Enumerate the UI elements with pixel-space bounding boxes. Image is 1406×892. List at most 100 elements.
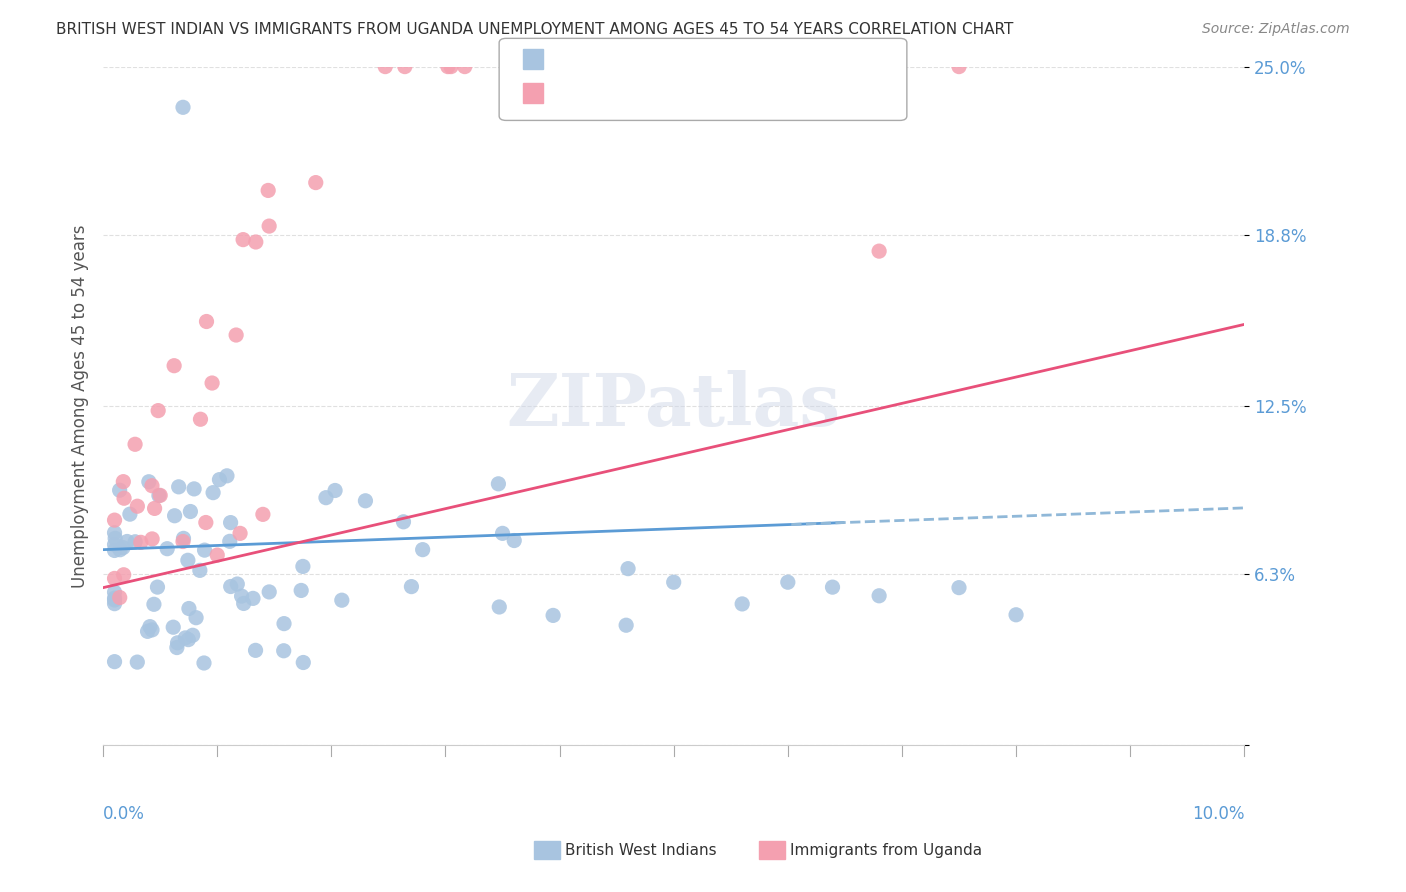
Point bbox=[103, 591, 125, 606]
Point bbox=[108, 542, 131, 557]
Point bbox=[166, 636, 188, 650]
Point bbox=[219, 516, 242, 530]
Text: ZIPatlas: ZIPatlas bbox=[506, 370, 841, 442]
Point bbox=[177, 553, 200, 567]
Point bbox=[1005, 607, 1028, 622]
Point bbox=[948, 60, 970, 74]
Point bbox=[143, 501, 166, 516]
Point bbox=[190, 412, 212, 426]
Point bbox=[172, 532, 194, 546]
Point bbox=[245, 235, 267, 249]
Point bbox=[841, 60, 863, 74]
Point bbox=[148, 488, 170, 502]
Point bbox=[103, 571, 125, 585]
Point bbox=[181, 628, 204, 642]
Point bbox=[292, 656, 315, 670]
Point bbox=[330, 593, 353, 607]
Point bbox=[129, 535, 152, 549]
Point bbox=[149, 488, 172, 502]
Point bbox=[948, 581, 970, 595]
Point bbox=[156, 541, 179, 556]
Point bbox=[636, 60, 658, 74]
Point bbox=[103, 585, 125, 599]
Point bbox=[273, 616, 295, 631]
Point bbox=[242, 591, 264, 606]
Point bbox=[141, 479, 163, 493]
Point bbox=[194, 516, 217, 530]
Text: R =: R = bbox=[546, 51, 582, 69]
Point bbox=[257, 585, 280, 599]
Point bbox=[172, 534, 194, 549]
Point bbox=[614, 618, 637, 632]
Point bbox=[218, 534, 240, 549]
Point bbox=[124, 534, 146, 549]
Point bbox=[225, 328, 247, 343]
Point bbox=[394, 60, 416, 74]
Point bbox=[273, 644, 295, 658]
Y-axis label: Unemployment Among Ages 45 to 54 years: Unemployment Among Ages 45 to 54 years bbox=[72, 224, 89, 588]
Point bbox=[167, 480, 190, 494]
Point bbox=[412, 542, 434, 557]
Point bbox=[146, 580, 169, 594]
Text: 0.147: 0.147 bbox=[579, 51, 631, 69]
Point bbox=[166, 640, 188, 655]
Point bbox=[103, 538, 125, 552]
Text: Source: ZipAtlas.com: Source: ZipAtlas.com bbox=[1202, 22, 1350, 37]
Point bbox=[103, 525, 125, 540]
Point bbox=[617, 561, 640, 575]
Point bbox=[141, 532, 163, 546]
Point bbox=[112, 491, 135, 506]
Point bbox=[562, 60, 585, 74]
Point bbox=[202, 485, 225, 500]
Point bbox=[491, 526, 513, 541]
Point bbox=[163, 508, 186, 523]
Point bbox=[112, 475, 135, 489]
Point bbox=[193, 543, 215, 558]
Point bbox=[103, 593, 125, 607]
Point bbox=[183, 482, 205, 496]
Point bbox=[115, 534, 138, 549]
Text: Immigrants from Uganda: Immigrants from Uganda bbox=[790, 843, 983, 857]
Point bbox=[112, 567, 135, 582]
Point bbox=[184, 610, 207, 624]
Point bbox=[103, 513, 125, 527]
Text: 40: 40 bbox=[672, 85, 695, 103]
Point bbox=[291, 559, 314, 574]
Point bbox=[315, 491, 337, 505]
Point bbox=[172, 100, 194, 114]
Point bbox=[177, 632, 200, 647]
Point bbox=[232, 597, 254, 611]
Point bbox=[188, 563, 211, 577]
Text: N =: N = bbox=[640, 85, 676, 103]
Point bbox=[868, 589, 890, 603]
Point bbox=[226, 577, 249, 591]
Point bbox=[662, 575, 685, 590]
Point bbox=[111, 541, 134, 555]
Point bbox=[141, 623, 163, 637]
Point bbox=[142, 597, 165, 611]
Point bbox=[486, 476, 509, 491]
Point bbox=[231, 589, 253, 603]
Point bbox=[374, 60, 396, 74]
Point bbox=[162, 620, 184, 634]
Point bbox=[437, 60, 460, 74]
Point bbox=[138, 475, 160, 489]
Point bbox=[127, 500, 149, 514]
Point bbox=[193, 656, 215, 670]
Point bbox=[323, 483, 346, 498]
Point bbox=[219, 580, 242, 594]
Point bbox=[440, 60, 463, 74]
Point bbox=[108, 591, 131, 605]
Point bbox=[179, 504, 201, 518]
Point bbox=[305, 176, 328, 190]
Point bbox=[454, 60, 477, 74]
Point bbox=[195, 314, 218, 328]
Point bbox=[401, 580, 423, 594]
Point bbox=[229, 526, 252, 541]
Point bbox=[245, 643, 267, 657]
Point bbox=[731, 597, 754, 611]
Point bbox=[488, 599, 510, 614]
Point bbox=[821, 580, 844, 594]
Point bbox=[118, 507, 141, 521]
Point bbox=[127, 655, 149, 669]
